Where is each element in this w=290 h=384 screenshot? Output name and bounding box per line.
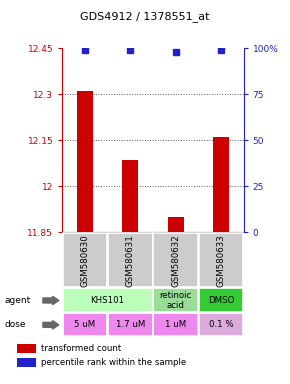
Text: 1.7 uM: 1.7 uM [116, 320, 145, 329]
Bar [122, 160, 138, 232]
FancyBboxPatch shape [153, 288, 198, 313]
Bar [168, 217, 184, 232]
FancyBboxPatch shape [153, 233, 198, 288]
FancyBboxPatch shape [63, 313, 107, 336]
Text: GDS4912 / 1378551_at: GDS4912 / 1378551_at [80, 11, 210, 22]
FancyBboxPatch shape [199, 233, 243, 288]
Text: GSM580633: GSM580633 [216, 234, 225, 286]
Text: KHS101: KHS101 [90, 296, 125, 305]
Bar [17, 358, 36, 366]
Text: percentile rank within the sample: percentile rank within the sample [41, 358, 186, 367]
Text: DMSO: DMSO [208, 296, 234, 305]
FancyBboxPatch shape [153, 313, 198, 336]
FancyBboxPatch shape [63, 233, 107, 288]
Text: dose: dose [4, 320, 26, 329]
Bar [213, 137, 229, 232]
FancyBboxPatch shape [199, 313, 243, 336]
Text: 1 uM: 1 uM [165, 320, 186, 329]
FancyBboxPatch shape [63, 288, 153, 313]
Text: retinoic
acid: retinoic acid [160, 291, 192, 310]
Bar [77, 91, 93, 232]
FancyBboxPatch shape [108, 313, 153, 336]
Text: GSM580630: GSM580630 [81, 234, 90, 286]
Text: 0.1 %: 0.1 % [209, 320, 233, 329]
FancyBboxPatch shape [199, 288, 243, 313]
Text: GSM580631: GSM580631 [126, 234, 135, 286]
Text: GSM580632: GSM580632 [171, 234, 180, 286]
Text: 5 uM: 5 uM [74, 320, 96, 329]
Bar [17, 344, 36, 353]
Text: transformed count: transformed count [41, 344, 122, 353]
FancyBboxPatch shape [108, 233, 153, 288]
Text: agent: agent [4, 296, 31, 305]
